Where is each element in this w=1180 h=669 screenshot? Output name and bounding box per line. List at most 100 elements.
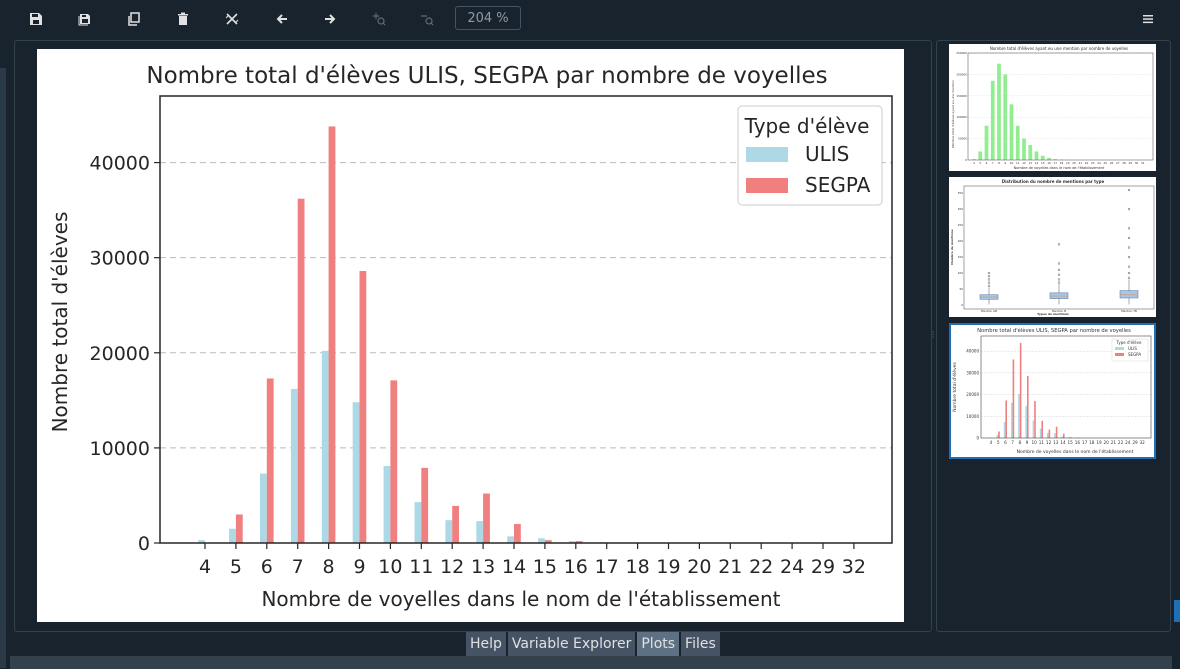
box-outlier [1057, 262, 1061, 265]
thumb-bar [984, 125, 989, 160]
thumb-y-tick-label: 150000 [956, 94, 967, 98]
thumb-bar-ulis [1047, 432, 1049, 438]
next-plot-button[interactable] [317, 6, 343, 32]
box-outlier [1127, 271, 1131, 275]
thumbnail-1-chart: Nombre total d'élèves ayant eu une menti… [951, 46, 1154, 170]
thumb-x-tick-label: 14 [1060, 440, 1066, 445]
x-tick-label: 12 [440, 556, 464, 578]
delete-all-button[interactable] [219, 6, 245, 32]
bar-ulis [352, 402, 360, 543]
bar-ulis [507, 536, 514, 543]
thumb-x-tick-label: 15 [1041, 161, 1045, 165]
box-outlier [1127, 276, 1131, 279]
plot-frame [159, 95, 893, 544]
box-outlier [1057, 273, 1061, 276]
thumb-y-tick-label: 0 [976, 436, 979, 441]
pane-tab-bar: Help Variable Explorer Plots Files [466, 632, 720, 656]
thumb-bar [1009, 104, 1014, 160]
thumb-bar [1028, 145, 1033, 160]
thumb-y-tick-label: 150 [958, 255, 964, 259]
thumb-x-tick-label: 13 [1053, 440, 1059, 445]
x-tick-label: 24 [780, 556, 804, 578]
thumb-y-tick-label: 50000 [958, 137, 967, 141]
thumbnail-plot-2[interactable]: Distribution du nombre de mentions par t… [949, 177, 1156, 317]
bar-segpa [390, 380, 398, 543]
thumbnail-plot-1[interactable]: Nombre total d'élèves ayant eu une menti… [949, 44, 1156, 171]
box-outlier [1127, 227, 1131, 230]
thumbnail-2-xlabel: Types de mentions [1037, 312, 1069, 316]
thumb-y-tick-label: 50 [959, 287, 963, 291]
trash-icon [178, 12, 188, 25]
thumb-x-tick-label: 10 [1010, 161, 1014, 165]
hamburger-icon [1143, 15, 1153, 24]
thumbnail-plot-3-selected[interactable]: Nombre total d'élèves ULIS, SEGPA par no… [949, 323, 1156, 459]
main-figure: Nombre total d'élèves ULIS, SEGPA par no… [37, 49, 904, 622]
thumb-bar [1022, 138, 1026, 160]
thumb-y-tick-label: 300 [958, 207, 964, 211]
thumb-bar-segpa [1041, 420, 1043, 438]
options-menu-button[interactable] [1135, 6, 1161, 32]
bar-ulis [569, 541, 576, 543]
thumb-y-tick-label: 0 [965, 158, 967, 162]
thumb-y-tick-label: 40000 [966, 349, 979, 354]
thumb-x-tick-label: 8 [998, 161, 1000, 165]
save-all-button[interactable] [72, 6, 98, 32]
thumb-x-tick-label: 7 [1011, 440, 1014, 445]
thumb-x-tick-label: 19 [1096, 440, 1102, 445]
x-tick-label: 10 [378, 556, 402, 578]
thumb-bar-ulis [1054, 433, 1056, 438]
zoom-out-button[interactable] [414, 6, 440, 32]
box-outlier [1057, 278, 1061, 281]
thumb-x-tick-label: Mention AB [981, 309, 997, 313]
thumb-bar-segpa [1012, 359, 1015, 438]
tab-variable-explorer[interactable]: Variable Explorer [507, 632, 636, 656]
thumb-x-tick-label: 28 [1122, 161, 1126, 165]
previous-plot-button[interactable] [269, 6, 295, 32]
thumb-y-tick-label: 250 [958, 223, 964, 227]
thumbnail-3-ylabel: Nombre total d'élèves [951, 362, 958, 412]
bar-segpa [575, 541, 583, 543]
copy-button[interactable] [121, 6, 147, 32]
zoom-level-field[interactable]: 204 % [455, 6, 521, 30]
tab-files[interactable]: Files [681, 632, 720, 656]
thumb-x-tick-label: 6 [986, 161, 988, 165]
thumb-x-tick-label: 4 [973, 161, 975, 165]
thumb-x-tick-label: 31 [1141, 161, 1145, 165]
thumb-x-tick-label: 13 [1028, 161, 1032, 165]
x-tick-label: 20 [687, 556, 711, 578]
box-outlier [1057, 281, 1061, 284]
box-outlier [1057, 243, 1061, 246]
thumb-bar-ulis [1011, 402, 1013, 438]
thumb-x-tick-label: 29 [1132, 440, 1138, 445]
chart-x-axis-label: Nombre de voyelles dans le nom de l'étab… [261, 587, 780, 611]
bar-ulis [290, 388, 298, 543]
thumb-y-tick-label: 30000 [966, 370, 979, 375]
thumb-y-tick-label: 100 [958, 271, 964, 275]
chart-y-axis-label: Nombre total d'élèves [48, 212, 72, 433]
thumb-bar [978, 151, 983, 160]
thumb-x-tick-label: 18 [1060, 161, 1064, 165]
thumb-x-tick-label: 19 [1066, 161, 1070, 165]
box-outlier [987, 284, 991, 287]
x-tick-label: 16 [564, 556, 588, 578]
tab-plots[interactable]: Plots [637, 632, 680, 656]
bar-segpa [266, 378, 274, 543]
thumb-bar [1015, 125, 1020, 160]
thumb-y-tick-label: 350 [958, 191, 964, 195]
thumb-bar-ulis [1025, 405, 1027, 438]
save-button[interactable] [23, 6, 49, 32]
thumb-x-tick-label: 22 [1085, 161, 1089, 165]
thumbnail-1-xlabel: Nombre de voyelles dans le nom de l'étab… [1014, 166, 1105, 170]
box-outlier [1127, 236, 1131, 240]
tab-help[interactable]: Help [466, 632, 506, 656]
pane-splitter-handle[interactable]: ⋮ [929, 330, 937, 339]
zoom-out-icon [421, 15, 434, 26]
bar-ulis [445, 520, 453, 543]
thumb-bar-ulis [1039, 428, 1042, 438]
thumbnail-2-title: Distribution du nombre de mentions par t… [1002, 179, 1105, 184]
thumb-bar [1053, 159, 1058, 160]
bar-segpa [359, 270, 367, 543]
delete-button[interactable] [170, 6, 196, 32]
zoom-in-button[interactable] [366, 6, 392, 32]
zoom-in-icon [373, 13, 386, 26]
